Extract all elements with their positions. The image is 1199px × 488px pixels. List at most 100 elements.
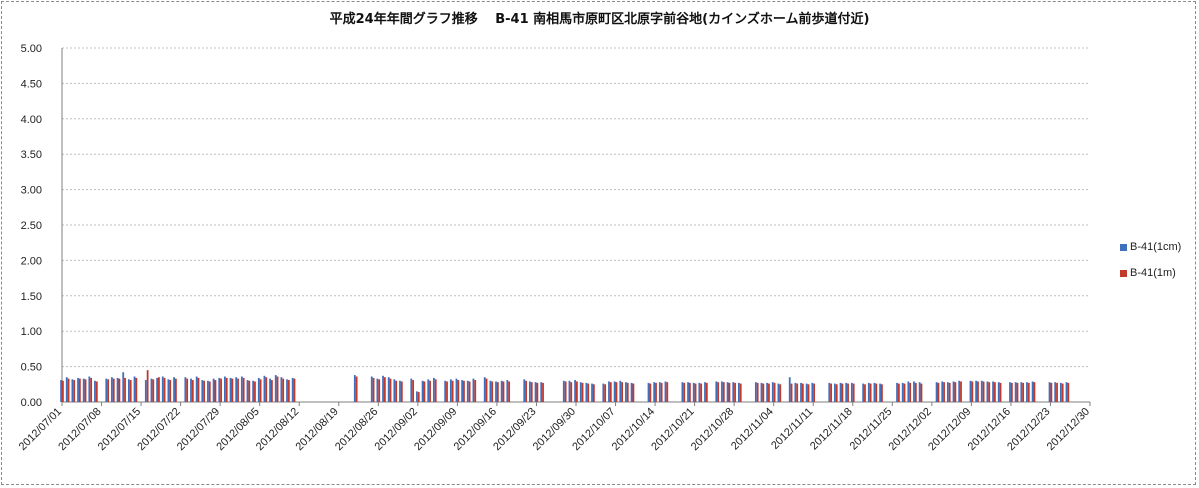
legend-item-1m: B-41(1m) [1120, 264, 1181, 282]
y-tick-label: 2.50 [21, 220, 42, 232]
bar-1m [90, 377, 93, 402]
bar-1cm [173, 377, 175, 402]
bar-1cm [579, 382, 582, 402]
bar-1m [146, 370, 149, 402]
bar-1m [423, 381, 426, 402]
bar-1cm [980, 380, 983, 402]
bar-1cm [500, 380, 503, 402]
bar-1cm [647, 382, 650, 402]
y-tick-label: 0.50 [21, 362, 42, 374]
bar-1cm [88, 376, 91, 402]
bar-1cm [664, 381, 667, 402]
bar-1cm [896, 382, 898, 402]
bar-1m [468, 381, 471, 402]
bar-1m [875, 383, 878, 402]
bar-1cm [946, 382, 949, 402]
legend-item-1cm: B-41(1cm) [1120, 238, 1181, 256]
bar-1m [881, 384, 883, 402]
bar-1cm [737, 382, 740, 402]
bar-1m [124, 377, 126, 402]
bar-1m [1067, 382, 1070, 402]
bar-1m [152, 379, 155, 402]
bar-1cm [399, 380, 401, 402]
bar-1m [220, 378, 222, 402]
bar-1cm [506, 380, 509, 402]
bar-1cm [376, 378, 379, 402]
y-tick-label: 5.00 [21, 43, 42, 55]
bar-1cm [495, 381, 497, 402]
bar-1cm [969, 380, 972, 402]
bar-1m [276, 376, 279, 402]
bar-1m [717, 382, 720, 402]
bar-1cm [879, 383, 882, 402]
bar-1m [694, 383, 697, 402]
bar-1cm [608, 381, 610, 402]
bar-1cm [150, 378, 153, 402]
bar-1cm [127, 379, 130, 402]
bar-1cm [472, 378, 475, 402]
bar-1cm [630, 382, 633, 402]
bar-1cm [986, 381, 989, 402]
bar-1m [666, 382, 669, 402]
legend-swatch-1m [1120, 269, 1127, 277]
bar-1m [254, 381, 256, 402]
bar-1m [378, 379, 381, 402]
bar-1m [705, 382, 708, 402]
bar-1m [1050, 382, 1053, 402]
bar-1cm [455, 378, 458, 402]
y-tick-label: 1.00 [21, 326, 42, 338]
bar-1cm [1065, 382, 1068, 402]
bar-1m [78, 378, 81, 402]
bar-1m [813, 383, 816, 402]
bar-1cm [286, 379, 288, 402]
bar-1m [395, 380, 398, 402]
bar-1cm [416, 391, 418, 402]
bar-1cm [721, 381, 723, 402]
bar-1cm [901, 382, 904, 402]
bar-1m [95, 381, 98, 402]
bar-1cm [207, 380, 209, 402]
bar-1cm [568, 380, 571, 402]
bar-1cm [263, 375, 266, 402]
bar-1m [722, 382, 725, 402]
bar-1m [988, 382, 991, 402]
bar-1cm [393, 379, 396, 402]
bar-1m [530, 382, 533, 402]
bar-1m [564, 381, 567, 402]
bar-1m [734, 382, 736, 402]
bar-1cm [754, 382, 757, 402]
bar-1m [570, 382, 573, 402]
bar-1cm [591, 383, 593, 402]
bar-1cm [65, 377, 68, 402]
bar-1m [135, 377, 138, 402]
bar-1cm [1031, 381, 1034, 402]
bar-1m [389, 378, 392, 402]
bar-1cm [483, 377, 486, 402]
y-tick-label: 3.50 [21, 149, 42, 161]
bar-1cm [918, 382, 921, 402]
legend-label-1cm: B-41(1cm) [1130, 241, 1182, 253]
y-tick-label: 3.00 [21, 185, 42, 197]
bar-1cm [156, 377, 159, 402]
bar-1m [683, 382, 686, 402]
bar-1cm [461, 380, 464, 402]
bar-1m [542, 382, 544, 402]
bar-1cm [133, 376, 136, 402]
bar-1cm [760, 382, 763, 402]
bar-1cm [692, 382, 695, 402]
bar-1m [1010, 382, 1013, 402]
bar-1cm [201, 380, 204, 402]
bar-1cm [653, 382, 656, 402]
bar-1cm [184, 377, 187, 402]
bar-1m [626, 382, 629, 402]
bar-1m [773, 382, 776, 402]
bar-1m [801, 383, 804, 402]
bar-1cm [602, 383, 605, 402]
bar-1cm [291, 377, 294, 402]
bar-1cm [619, 380, 622, 402]
bar-1m [491, 381, 494, 402]
bar-1cm [252, 380, 255, 402]
bar-1cm [111, 377, 113, 402]
